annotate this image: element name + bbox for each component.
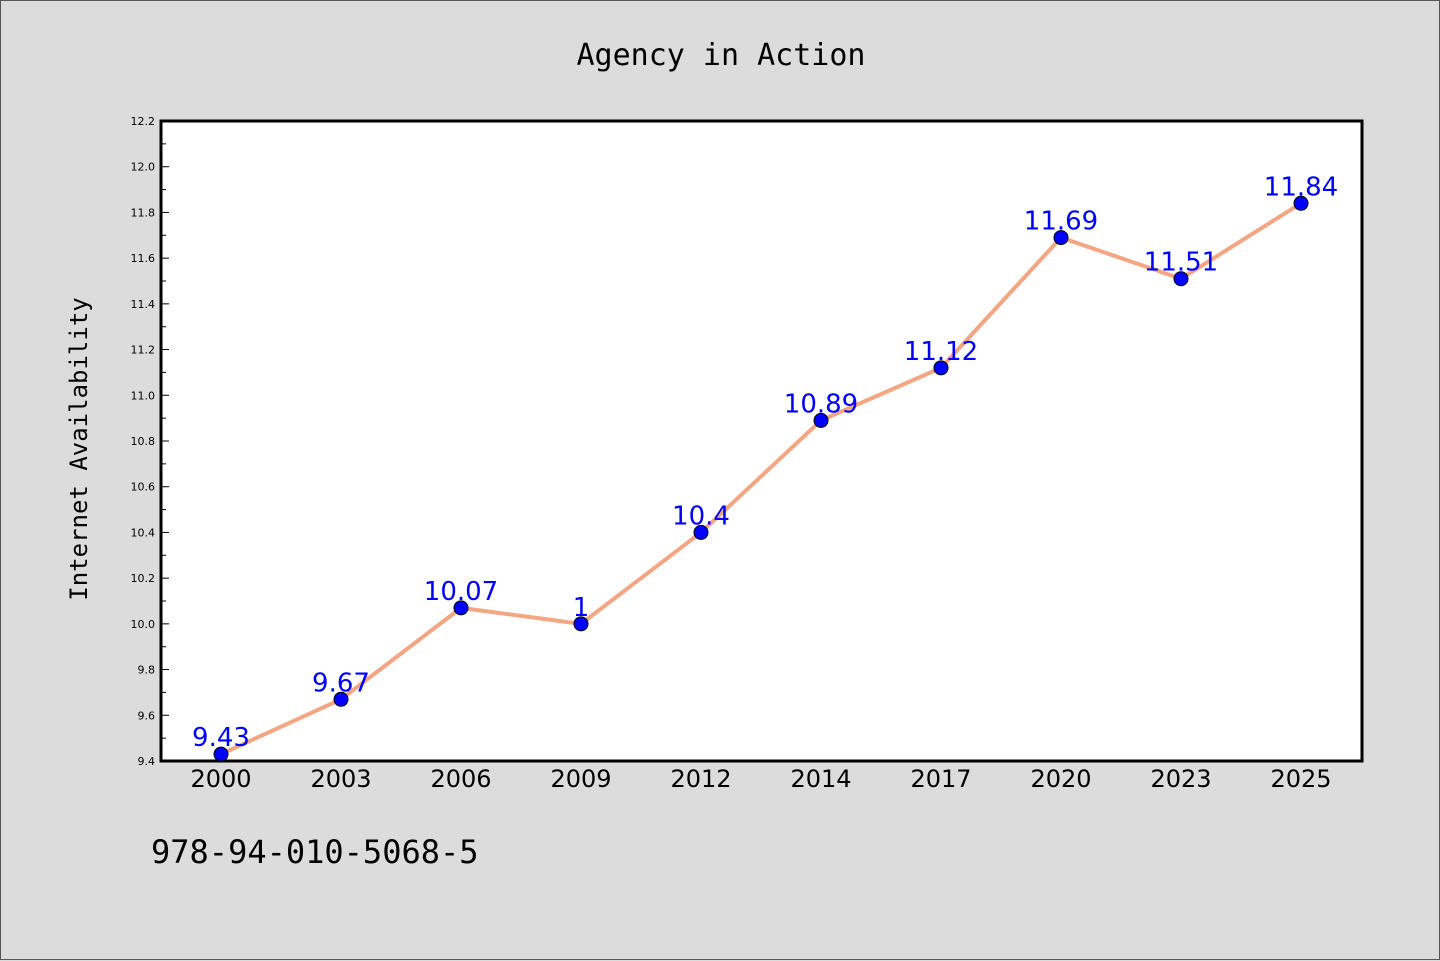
y-tick-label: 9.8: [138, 664, 156, 677]
data-point-marker: [693, 524, 709, 540]
data-label: 10.4: [672, 501, 730, 531]
data-point-marker: [213, 746, 229, 762]
y-axis-label: Internet Availability: [65, 297, 93, 600]
data-point-marker: [1173, 271, 1189, 287]
data-point-marker: [573, 616, 589, 632]
y-tick-label: 9.4: [138, 755, 156, 768]
x-tick-label: 2014: [790, 765, 851, 793]
x-tick-label: 2020: [1030, 765, 1091, 793]
y-tick-label: 11.6: [131, 252, 156, 265]
x-tick-label: 2025: [1270, 765, 1331, 793]
data-label: 1: [573, 593, 590, 623]
x-tick-label: 2017: [910, 765, 971, 793]
y-tick-label: 10.0: [131, 618, 156, 631]
y-tick-label: 10.6: [131, 481, 156, 494]
y-tick-label: 10.4: [131, 526, 156, 539]
chart-title: Agency in Action: [577, 38, 866, 73]
data-label: 9.67: [312, 668, 370, 698]
data-label: 9.43: [192, 723, 250, 753]
y-tick-label: 11.2: [131, 344, 156, 357]
x-tick-label: 2003: [310, 765, 371, 793]
data-point-marker: [1293, 195, 1309, 211]
x-tick-label: 2000: [190, 765, 251, 793]
data-point-marker: [453, 600, 469, 616]
plot-area: [159, 119, 1364, 763]
data-label: 10.89: [784, 389, 858, 419]
x-tick-label: 2023: [1150, 765, 1211, 793]
y-tick-label: 11.0: [131, 389, 156, 402]
data-label: 10.07: [424, 577, 498, 607]
x-tick-label: 2012: [670, 765, 731, 793]
data-point-marker: [933, 360, 949, 376]
y-tick-label: 9.6: [138, 709, 156, 722]
data-point-marker: [813, 412, 829, 428]
x-axis-ticks: 2000 2003 2006 2009 2012 2014 2017 2020 2023 2025: [190, 765, 1331, 793]
footer-isbn-text: 978-94-010-5068-5: [151, 833, 479, 871]
y-tick-label: 10.8: [131, 435, 156, 448]
data-label: 11.69: [1024, 207, 1098, 237]
data-point-marker: [333, 691, 349, 707]
series-line: [219, 201, 1303, 757]
data-series: 9.43 9.67 10.07 1 10.4 10.89 11.12 11.69 11.51 11…: [192, 172, 1338, 762]
y-tick-label: 11.4: [131, 298, 156, 311]
y-axis-ticks: 9.4 9.6 9.8 10.0 10.2 10.4 10.6 10.8 11.0 11.2 11.…: [131, 115, 169, 768]
data-point-marker: [1053, 230, 1069, 246]
y-tick-label: 10.2: [131, 572, 156, 585]
y-tick-label: 12.0: [131, 161, 156, 174]
x-tick-label: 2006: [430, 765, 491, 793]
data-label: 11.12: [904, 337, 978, 367]
y-tick-label: 12.2: [131, 115, 156, 128]
data-label: 11.84: [1264, 172, 1338, 202]
data-label: 11.51: [1144, 248, 1218, 278]
y-tick-label: 11.8: [131, 206, 156, 219]
x-tick-label: 2009: [550, 765, 611, 793]
